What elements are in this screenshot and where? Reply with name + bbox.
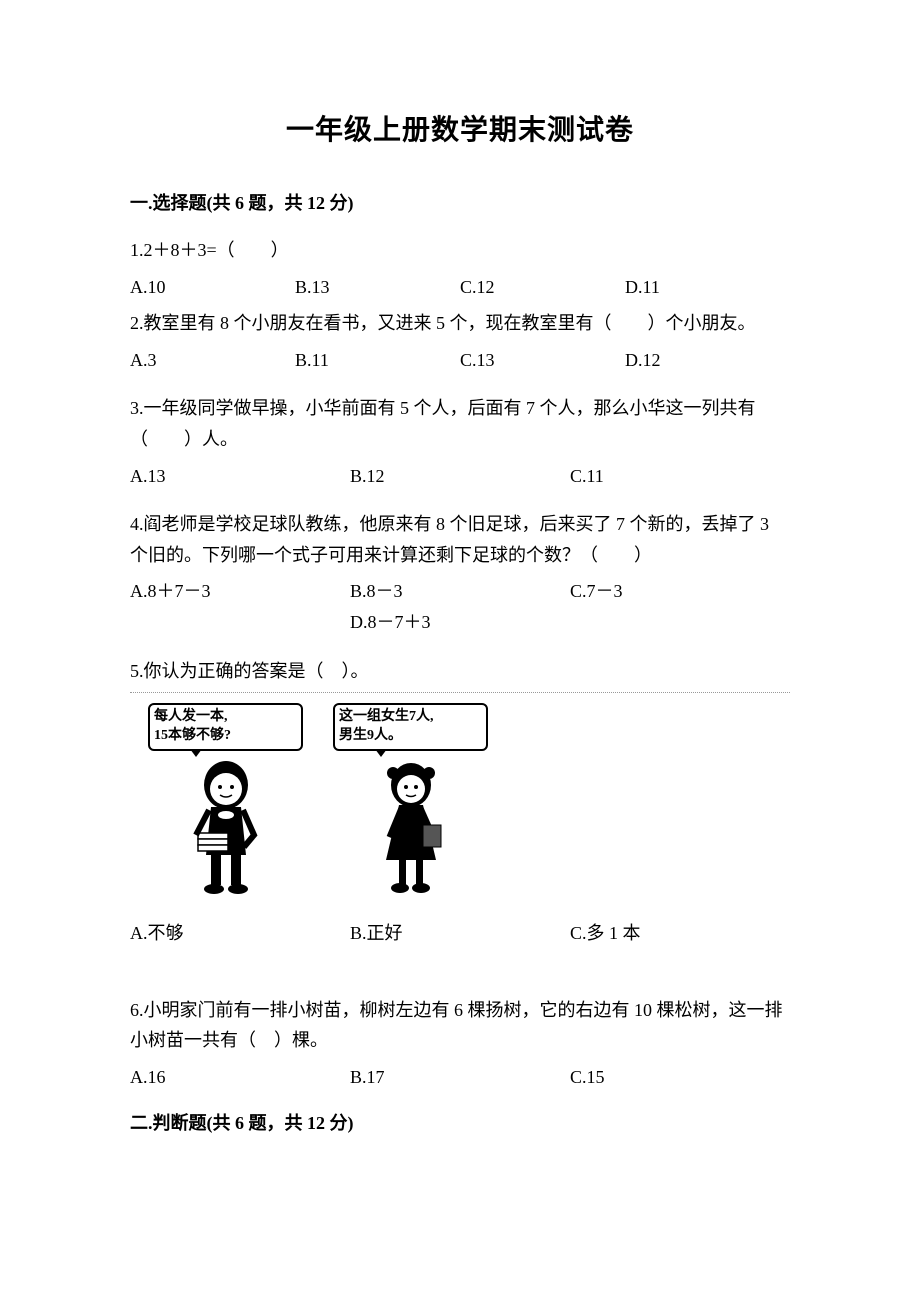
q3-opt-c: C.11 bbox=[570, 461, 790, 492]
question-3: 3.一年级同学做早操，小华前面有 5 个人，后面有 7 个人，那么小华这一列共有… bbox=[130, 393, 790, 491]
q2-text: 2.教室里有 8 个小朋友在看书，又进来 5 个，现在教室里有（ ）个小朋友。 bbox=[130, 308, 790, 339]
q1-text: 1.2＋8＋3=（ ） bbox=[130, 235, 790, 266]
q5-figure-girl: 这一组女生7人, 男生9人。 bbox=[333, 703, 488, 900]
q2-options: A.3 B.11 C.13 D.12 bbox=[130, 345, 790, 376]
q6-opt-b: B.17 bbox=[350, 1062, 570, 1093]
question-5: 5.你认为正确的答案是（ ）。 每人发一本, 15本够不够? bbox=[130, 656, 790, 949]
q5-text: 5.你认为正确的答案是（ ）。 bbox=[130, 656, 790, 687]
question-2: 2.教室里有 8 个小朋友在看书，又进来 5 个，现在教室里有（ ）个小朋友。 … bbox=[130, 308, 790, 375]
q1-opt-d: D.11 bbox=[625, 272, 790, 303]
q2-opt-c: C.13 bbox=[460, 345, 625, 376]
q2-opt-d: D.12 bbox=[625, 345, 790, 376]
q5-figure-row: 每人发一本, 15本够不够? bbox=[148, 703, 790, 900]
question-1: 1.2＋8＋3=（ ） A.10 B.13 C.12 D.11 bbox=[130, 235, 790, 302]
q4-opt-b: B.8－3 bbox=[350, 576, 570, 607]
q5-figure-boy: 每人发一本, 15本够不够? bbox=[148, 703, 303, 900]
question-4: 4.阎老师是学校足球队教练，他原来有 8 个旧足球，后来买了 7 个新的，丢掉了… bbox=[130, 509, 790, 637]
q5-speech-2: 这一组女生7人, 男生9人。 bbox=[333, 703, 488, 751]
q6-opt-a: A.16 bbox=[130, 1062, 350, 1093]
q5-speech-1: 每人发一本, 15本够不够? bbox=[148, 703, 303, 751]
q1-opt-a: A.10 bbox=[130, 272, 295, 303]
q2-opt-a: A.3 bbox=[130, 345, 295, 376]
q5-opt-c: C.多 1 本 bbox=[570, 918, 790, 949]
section-1-header: 一.选择题(共 6 题，共 12 分) bbox=[130, 190, 790, 217]
q1-opt-c: C.12 bbox=[460, 272, 625, 303]
q5-speech-1-line2: 15本够不够? bbox=[154, 728, 231, 743]
boy-icon bbox=[176, 755, 276, 900]
q3-text: 3.一年级同学做早操，小华前面有 5 个人，后面有 7 个人，那么小华这一列共有… bbox=[130, 393, 790, 454]
q4-opt-d: D.8－7＋3 bbox=[350, 612, 431, 632]
q5-opt-a: A.不够 bbox=[130, 918, 350, 949]
q4-text: 4.阎老师是学校足球队教练，他原来有 8 个旧足球，后来买了 7 个新的，丢掉了… bbox=[130, 509, 790, 570]
q5-speech-2-line1: 这一组女生7人, bbox=[339, 709, 434, 724]
q6-opt-c: C.15 bbox=[570, 1062, 790, 1093]
q5-speech-1-line1: 每人发一本, bbox=[154, 709, 228, 724]
page-title: 一年级上册数学期末测试卷 bbox=[130, 110, 790, 152]
q5-options: A.不够 B.正好 C.多 1 本 bbox=[130, 918, 790, 949]
q5-speech-2-line2: 男生9人。 bbox=[339, 728, 402, 743]
q5-opt-b: B.正好 bbox=[350, 918, 570, 949]
q4-options: A.8＋7－3B.8－3C.7－3 D.8－7＋3 bbox=[130, 576, 790, 637]
q3-opt-b: B.12 bbox=[350, 461, 570, 492]
q2-opt-b: B.11 bbox=[295, 345, 460, 376]
q1-options: A.10 B.13 C.12 D.11 bbox=[130, 272, 790, 303]
q6-text: 6.小明家门前有一排小树苗，柳树左边有 6 棵扬树，它的右边有 10 棵松树，这… bbox=[130, 995, 790, 1056]
q4-opt-a: A.8＋7－3 bbox=[130, 576, 350, 607]
section-2-header: 二.判断题(共 6 题，共 12 分) bbox=[130, 1110, 790, 1137]
q4-opt-c: C.7－3 bbox=[570, 581, 623, 601]
q1-opt-b: B.13 bbox=[295, 272, 460, 303]
divider bbox=[130, 692, 790, 693]
question-6: 6.小明家门前有一排小树苗，柳树左边有 6 棵扬树，它的右边有 10 棵松树，这… bbox=[130, 995, 790, 1093]
girl-icon bbox=[361, 755, 461, 900]
q3-opt-a: A.13 bbox=[130, 461, 350, 492]
q6-options: A.16 B.17 C.15 bbox=[130, 1062, 790, 1093]
q3-options: A.13 B.12 C.11 bbox=[130, 461, 790, 492]
